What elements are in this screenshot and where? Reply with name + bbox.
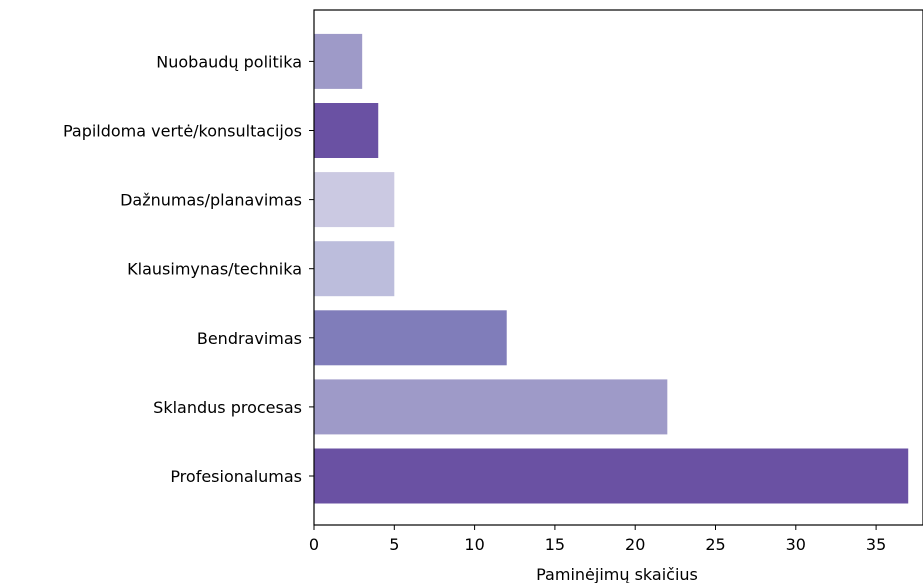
x-axis-ticks: 0 5 10 15 20 25 30 35 <box>309 525 886 554</box>
bar-5 <box>314 103 379 158</box>
y-tick-label: Nuobaudų politika <box>156 52 302 71</box>
y-tick-label: Bendravimas <box>197 329 302 348</box>
y-axis-ticks: Profesionalumas Sklandus procesas Bendravi… <box>63 52 314 486</box>
x-tick-label: 15 <box>545 535 565 554</box>
bar-3 <box>314 241 395 297</box>
x-tick-label: 0 <box>309 535 319 554</box>
x-tick-label: 35 <box>866 535 886 554</box>
y-tick-label: Klausimynas/technika <box>127 260 302 279</box>
x-tick-label: 20 <box>625 535 645 554</box>
y-tick-label: Profesionalumas <box>170 467 302 486</box>
bar-4 <box>314 172 395 228</box>
x-tick-label: 25 <box>705 535 725 554</box>
bar-2 <box>314 310 507 366</box>
plot-frame <box>313 9 923 526</box>
x-tick-label: 10 <box>464 535 484 554</box>
y-tick-label: Sklandus procesas <box>153 398 302 417</box>
bars-group <box>314 33 909 504</box>
y-tick-label: Dažnumas/planavimas <box>120 191 302 210</box>
bar-1 <box>314 379 668 435</box>
x-tick-label: 5 <box>389 535 399 554</box>
y-tick-label: Papildoma vertė/konsultacijos <box>63 122 302 141</box>
bar-0 <box>314 448 909 504</box>
x-axis-title: Paminėjimų skaičius <box>536 565 698 583</box>
bar-6 <box>314 33 363 89</box>
x-tick-label: 30 <box>786 535 806 554</box>
